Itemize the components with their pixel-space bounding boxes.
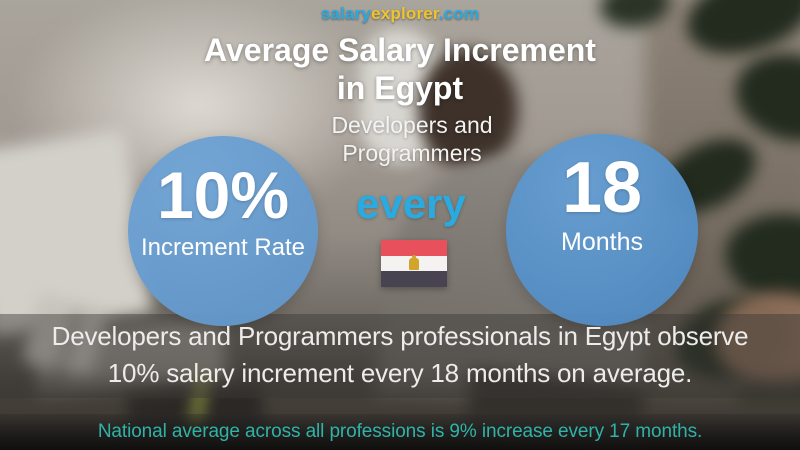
title-line1: Average Salary Increment <box>204 32 596 68</box>
logo-part-explorer: explorer <box>371 4 439 23</box>
site-logo: salaryexplorer.com <box>0 4 800 24</box>
title-line2: in Egypt <box>336 70 464 106</box>
increment-rate-value: 10% <box>156 158 290 232</box>
page-title: Average Salary Increment in Egypt <box>0 31 800 107</box>
summary-overlay-band <box>0 314 800 398</box>
summary-text: Developers and Programmers professionals… <box>0 318 800 392</box>
connector-every: every <box>356 180 466 227</box>
flag-stripe-white <box>381 254 447 271</box>
subtitle-line2: Programmers <box>342 140 482 166</box>
egypt-eagle-icon <box>409 254 419 270</box>
flag-stripe-red <box>381 240 447 256</box>
logo-part-salary: salary <box>320 4 372 23</box>
increment-rate-label: Increment Rate <box>140 234 306 261</box>
job-category-subtitle: Developers and Programmers <box>12 111 800 167</box>
summary-line2: 10% salary increment every 18 months on … <box>107 358 693 388</box>
increment-rate-circle: 10% Increment Rate <box>128 136 318 326</box>
national-average-footnote: National average across all professions … <box>97 421 703 442</box>
bg-person-head <box>418 50 518 170</box>
months-value: 18 <box>561 148 643 228</box>
flag-stripe-black <box>381 271 447 287</box>
subtitle-line1: Developers and <box>331 112 493 138</box>
footnote-overlay-band <box>0 414 800 450</box>
months-circle: 18 Months <box>506 134 698 326</box>
summary-line1: Developers and Programmers professionals… <box>51 321 749 351</box>
egypt-flag-icon <box>381 240 447 287</box>
months-label: Months <box>561 228 643 256</box>
logo-part-domain: .com <box>438 4 480 23</box>
